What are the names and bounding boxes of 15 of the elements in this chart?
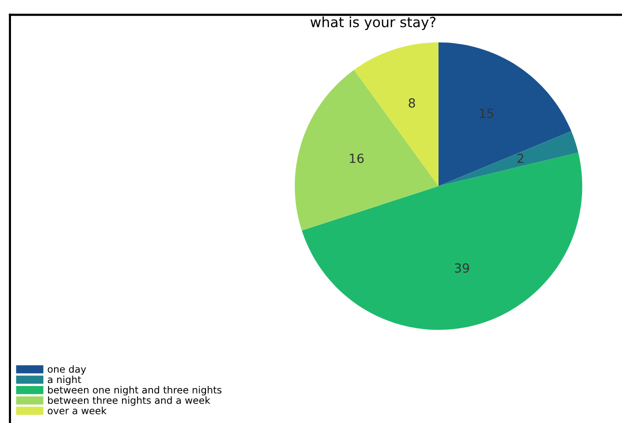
data-label: 15 xyxy=(480,108,494,118)
pie-slice xyxy=(302,152,582,330)
pie-slice xyxy=(438,42,572,186)
legend-label: over a week xyxy=(48,406,107,414)
legend-label: between one night and three nights xyxy=(48,386,222,396)
pie-slice xyxy=(294,70,439,231)
legend-label: between three nights and a week xyxy=(48,396,210,406)
data-label: 39 xyxy=(454,263,469,273)
chart-title: what is your stay? xyxy=(310,16,436,30)
legend-label: one day xyxy=(48,365,86,375)
data-label: 16 xyxy=(350,154,364,164)
data-label: 2 xyxy=(517,154,524,163)
data-label: 8 xyxy=(408,98,415,108)
pie-slice xyxy=(438,131,578,186)
legend-label: a night xyxy=(48,376,82,386)
